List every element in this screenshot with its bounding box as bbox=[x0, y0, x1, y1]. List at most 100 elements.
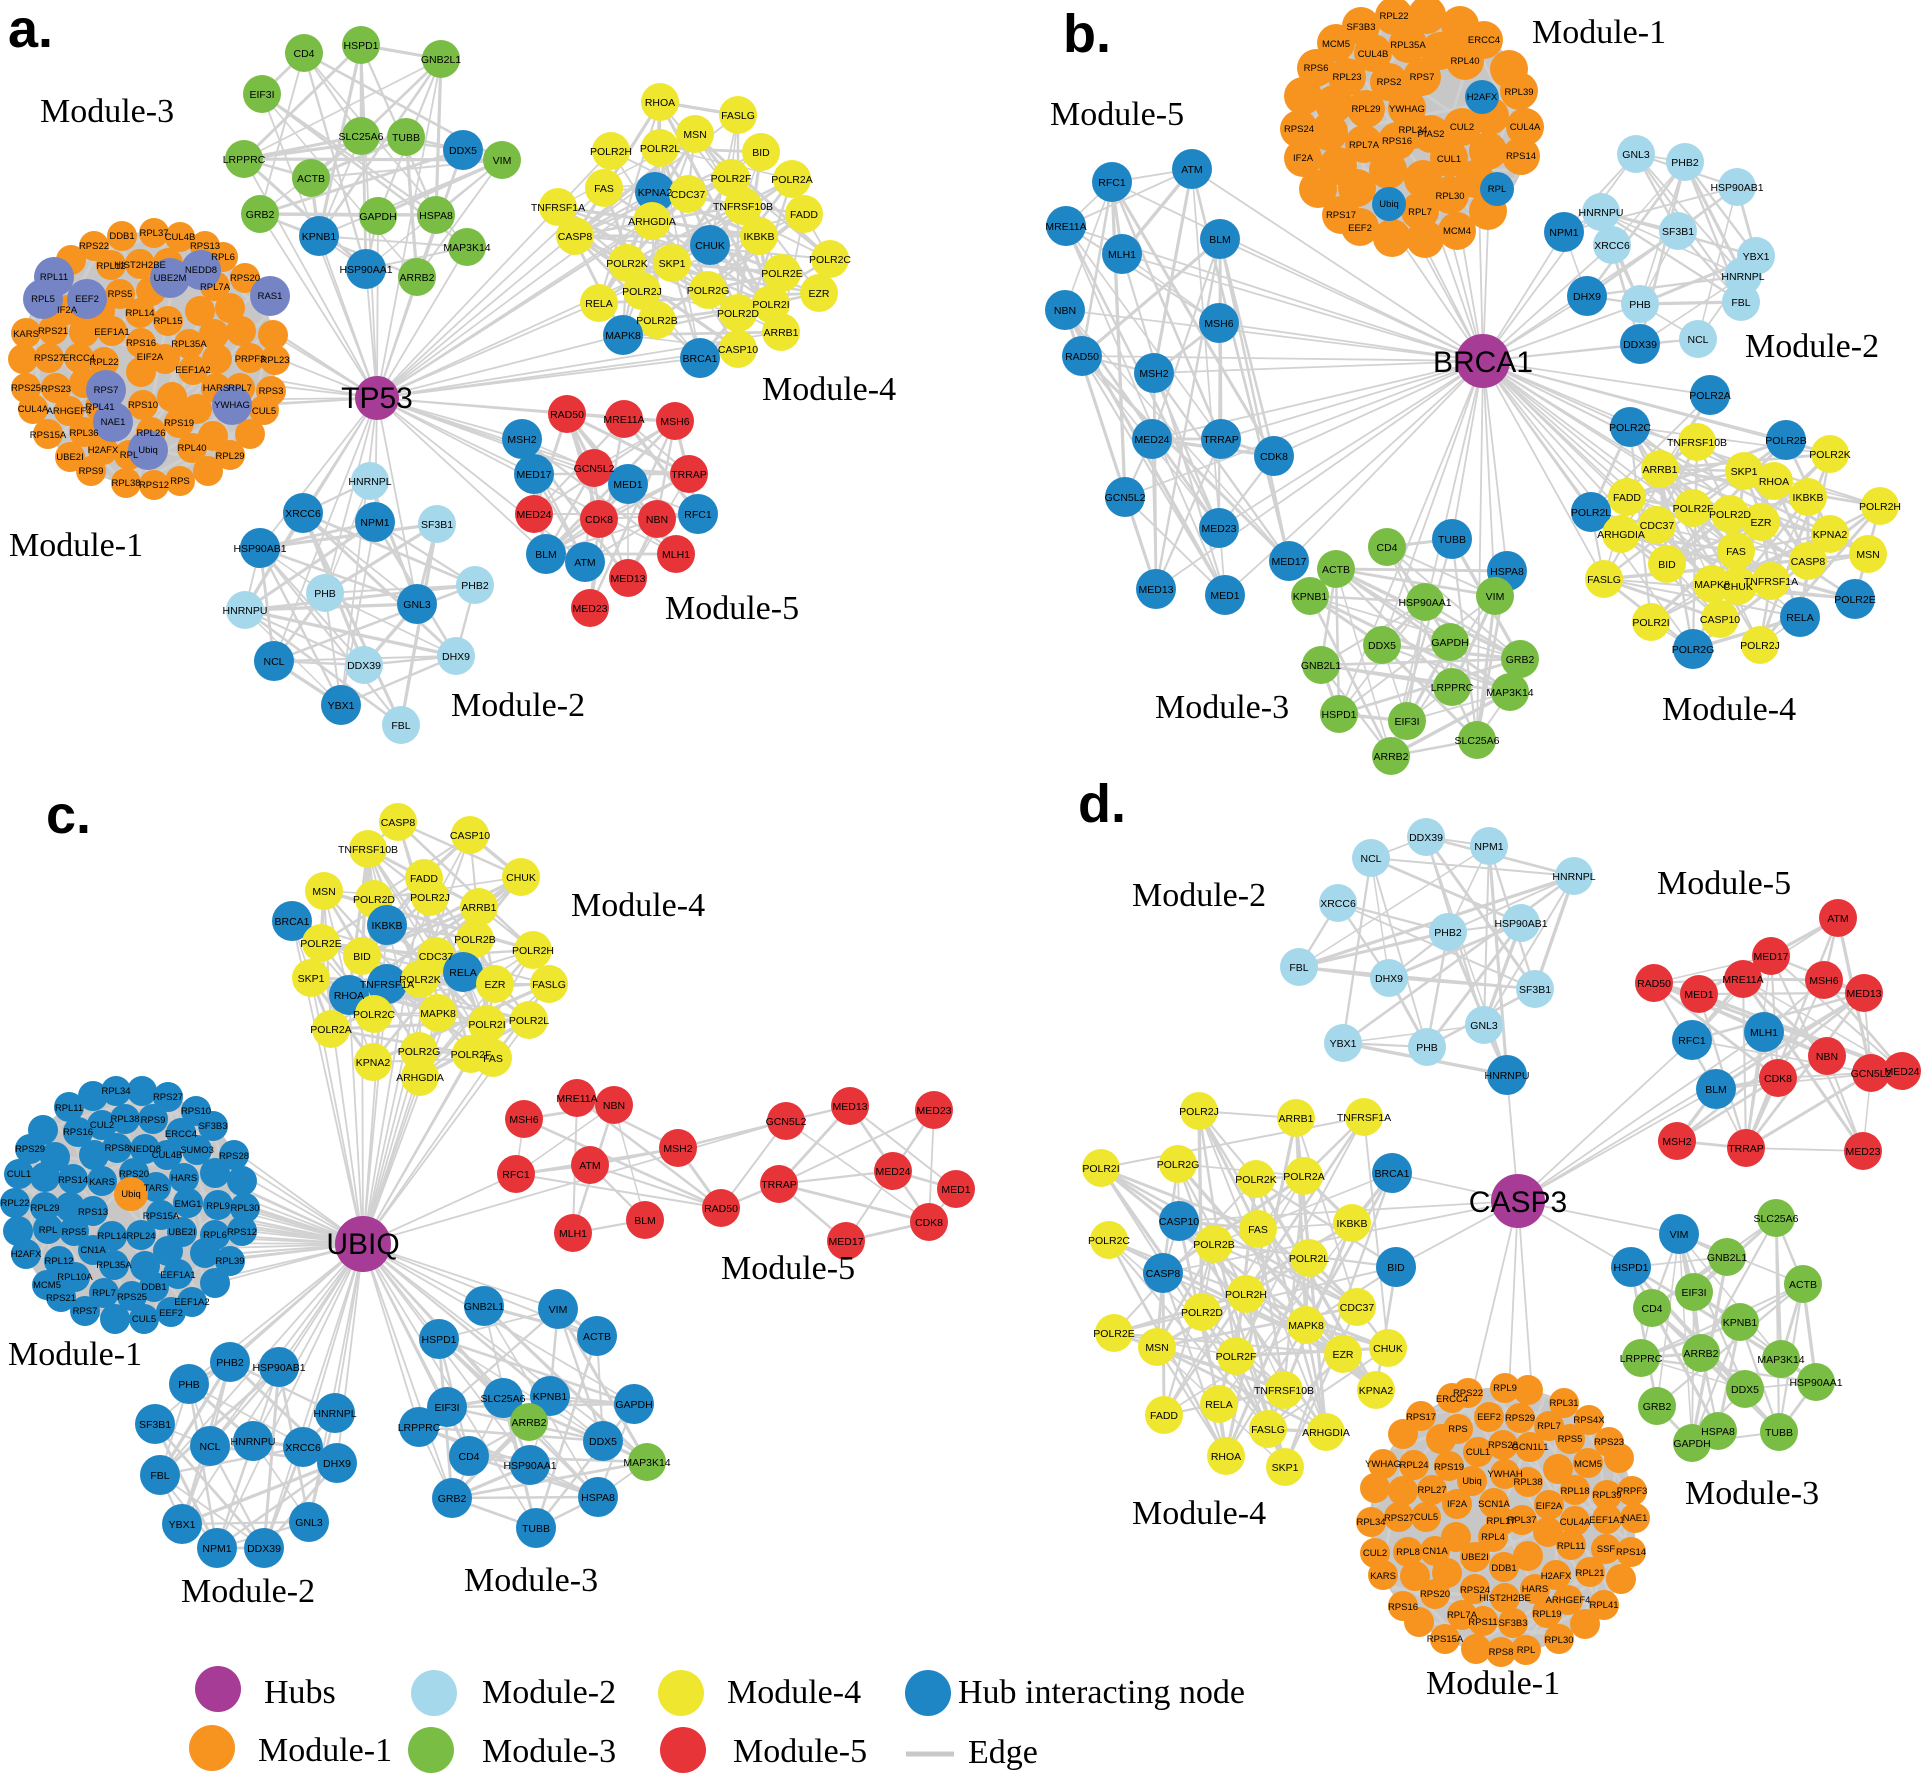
svg-text:POLR2E: POLR2E bbox=[1093, 1328, 1134, 1340]
svg-text:SF3B1: SF3B1 bbox=[139, 1419, 171, 1431]
svg-text:UBE2I: UBE2I bbox=[168, 1227, 195, 1238]
svg-text:Module-1: Module-1 bbox=[9, 527, 143, 564]
svg-text:MED24: MED24 bbox=[1884, 1066, 1919, 1078]
svg-text:RHOA: RHOA bbox=[334, 990, 364, 1002]
svg-text:RPS25: RPS25 bbox=[117, 1292, 147, 1303]
svg-text:EEF1A1: EEF1A1 bbox=[1589, 1515, 1624, 1526]
svg-text:RPS19: RPS19 bbox=[1434, 1462, 1464, 1473]
svg-text:MED13: MED13 bbox=[610, 573, 645, 585]
svg-text:RPL34: RPL34 bbox=[1398, 125, 1427, 136]
svg-text:POLR2H: POLR2H bbox=[1225, 1289, 1267, 1301]
svg-text:H2AFX: H2AFX bbox=[11, 1249, 42, 1260]
svg-text:CUL4B: CUL4B bbox=[152, 1150, 183, 1161]
svg-text:EIF2A: EIF2A bbox=[1536, 1501, 1563, 1512]
svg-text:MRE11A: MRE11A bbox=[603, 414, 644, 426]
svg-text:Module-3: Module-3 bbox=[1155, 689, 1289, 726]
svg-text:SSF: SSF bbox=[1597, 1544, 1616, 1555]
svg-text:RPL22: RPL22 bbox=[0, 1198, 29, 1209]
svg-text:RPL23: RPL23 bbox=[260, 355, 289, 366]
svg-text:IF2A: IF2A bbox=[57, 305, 78, 316]
svg-text:CDC37: CDC37 bbox=[671, 189, 706, 201]
svg-text:CUL4B: CUL4B bbox=[1358, 49, 1389, 60]
svg-text:MSN: MSN bbox=[312, 886, 335, 898]
svg-text:TUBB: TUBB bbox=[1438, 534, 1466, 546]
svg-text:MED23: MED23 bbox=[1201, 523, 1236, 535]
svg-text:ARRB2: ARRB2 bbox=[511, 1417, 546, 1429]
svg-text:MSN: MSN bbox=[1856, 549, 1879, 561]
svg-text:POLR2G: POLR2G bbox=[1672, 644, 1715, 656]
svg-text:RPL36: RPL36 bbox=[69, 428, 98, 439]
svg-text:POLR2J: POLR2J bbox=[1740, 640, 1780, 652]
svg-text:RPL22: RPL22 bbox=[89, 357, 118, 368]
svg-text:RAD50: RAD50 bbox=[1065, 351, 1099, 363]
svg-text:RPS15A: RPS15A bbox=[1427, 1634, 1464, 1645]
svg-text:KPNA2: KPNA2 bbox=[1813, 529, 1848, 541]
svg-text:DHX9: DHX9 bbox=[1375, 973, 1403, 985]
svg-text:MAPK8: MAPK8 bbox=[1288, 1320, 1324, 1332]
svg-text:MRE11A: MRE11A bbox=[1722, 974, 1763, 986]
svg-text:KPNB1: KPNB1 bbox=[302, 231, 337, 243]
svg-text:MED17: MED17 bbox=[516, 469, 551, 481]
svg-text:RPL40: RPL40 bbox=[1450, 56, 1479, 67]
svg-text:POLR2I: POLR2I bbox=[1632, 617, 1669, 629]
svg-text:RPL6: RPL6 bbox=[211, 252, 235, 263]
svg-text:NPM1: NPM1 bbox=[1549, 227, 1578, 239]
svg-text:MED17: MED17 bbox=[1271, 556, 1306, 568]
svg-text:DHX9: DHX9 bbox=[1573, 291, 1601, 303]
svg-text:POLR2F: POLR2F bbox=[451, 1049, 492, 1061]
svg-text:RPL30: RPL30 bbox=[1544, 1635, 1573, 1646]
svg-text:SLC25A6: SLC25A6 bbox=[1754, 1213, 1799, 1225]
svg-text:Module-3: Module-3 bbox=[482, 1733, 616, 1770]
svg-text:Ubiq: Ubiq bbox=[1379, 199, 1399, 210]
svg-text:MED24: MED24 bbox=[1134, 434, 1169, 446]
svg-text:POLR2G: POLR2G bbox=[687, 285, 730, 297]
svg-text:SLC25A6: SLC25A6 bbox=[1455, 735, 1500, 747]
svg-text:PHB2: PHB2 bbox=[1434, 927, 1462, 939]
svg-text:MLH1: MLH1 bbox=[662, 549, 690, 561]
svg-text:RPL6: RPL6 bbox=[203, 1230, 227, 1241]
svg-text:HNRNPU: HNRNPU bbox=[1485, 1070, 1530, 1082]
svg-text:VIM: VIM bbox=[549, 1304, 568, 1316]
svg-text:RPS5: RPS5 bbox=[108, 289, 133, 300]
svg-text:MED24: MED24 bbox=[516, 509, 551, 521]
svg-text:RPS25: RPS25 bbox=[11, 383, 41, 394]
svg-text:PHB: PHB bbox=[1416, 1042, 1438, 1054]
svg-text:RPL37: RPL37 bbox=[139, 228, 168, 239]
svg-text:HNRNPL: HNRNPL bbox=[348, 476, 391, 488]
svg-text:Module-4: Module-4 bbox=[1662, 691, 1796, 728]
svg-text:POLR2A: POLR2A bbox=[771, 174, 812, 186]
svg-text:POLR2C: POLR2C bbox=[809, 254, 851, 266]
svg-text:RPL34: RPL34 bbox=[1356, 1517, 1385, 1528]
svg-text:HSPD1: HSPD1 bbox=[1321, 709, 1356, 721]
svg-text:CDC37: CDC37 bbox=[1640, 520, 1675, 532]
svg-text:CHUK: CHUK bbox=[1723, 581, 1753, 593]
svg-text:Module-1: Module-1 bbox=[1426, 1665, 1560, 1702]
svg-text:LRPPRC: LRPPRC bbox=[223, 154, 266, 166]
svg-text:IKBKB: IKBKB bbox=[744, 231, 775, 243]
svg-text:FASLG: FASLG bbox=[532, 979, 566, 991]
svg-text:RAD50: RAD50 bbox=[704, 1203, 738, 1215]
svg-text:MAPK8: MAPK8 bbox=[605, 330, 641, 342]
svg-text:RPL10A: RPL10A bbox=[57, 1272, 93, 1283]
svg-text:HSP90AA1: HSP90AA1 bbox=[1398, 597, 1451, 609]
svg-text:FADD: FADD bbox=[1613, 492, 1641, 504]
svg-text:ARHGDIA: ARHGDIA bbox=[1597, 529, 1645, 541]
svg-text:POLR2A: POLR2A bbox=[1283, 1171, 1324, 1183]
svg-text:ACTB: ACTB bbox=[1322, 564, 1350, 576]
svg-text:RPL24: RPL24 bbox=[1399, 1460, 1428, 1471]
svg-text:FADD: FADD bbox=[410, 873, 438, 885]
svg-text:CDC37: CDC37 bbox=[1340, 1302, 1375, 1314]
svg-text:ARRB1: ARRB1 bbox=[1278, 1113, 1313, 1125]
svg-text:KPNB1: KPNB1 bbox=[1293, 591, 1328, 603]
svg-text:d.: d. bbox=[1078, 774, 1126, 834]
svg-text:Module-4: Module-4 bbox=[762, 371, 896, 408]
svg-text:MSH2: MSH2 bbox=[1139, 368, 1168, 380]
svg-text:RFC1: RFC1 bbox=[1678, 1035, 1706, 1047]
svg-text:Module-4: Module-4 bbox=[571, 887, 705, 924]
svg-text:TARS: TARS bbox=[144, 1183, 169, 1194]
svg-text:HNRNPL: HNRNPL bbox=[313, 1408, 356, 1420]
svg-text:ARHGDIA: ARHGDIA bbox=[628, 216, 676, 228]
svg-text:TNFRSF1A: TNFRSF1A bbox=[531, 202, 585, 214]
svg-text:NCL: NCL bbox=[1687, 334, 1708, 346]
svg-text:RPL38: RPL38 bbox=[110, 1114, 139, 1125]
